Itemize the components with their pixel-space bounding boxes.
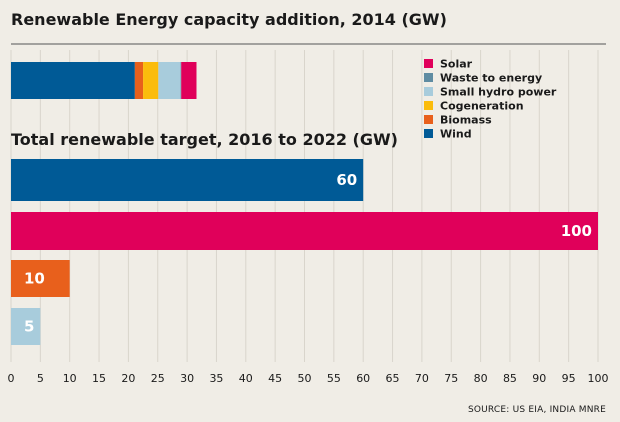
x-tick-90: 90: [532, 372, 546, 385]
stacked-bar-2014: [11, 62, 197, 99]
legend-label-biomass: Biomass: [440, 114, 492, 127]
legend-swatch-wind: [424, 129, 433, 138]
x-tick-30: 30: [180, 372, 194, 385]
legend-label-waste-to-energy: Waste to energy: [440, 72, 542, 85]
stack-segment-cogeneration: [143, 62, 159, 99]
legend-swatch-cogeneration: [424, 101, 433, 110]
x-tick-35: 35: [209, 372, 223, 385]
legend-swatch-waste-to-energy: [424, 73, 433, 82]
x-tick-45: 45: [268, 372, 282, 385]
x-tick-80: 80: [474, 372, 488, 385]
target-bars: 60 100 10 5: [11, 159, 598, 345]
x-tick-20: 20: [121, 372, 135, 385]
stack-segment-solar: [181, 62, 197, 99]
data-label-small-hydro-power: 5: [24, 318, 34, 336]
chart-title-2014: Renewable Energy capacity addition, 2014…: [11, 10, 447, 29]
bar-wind: [11, 159, 364, 201]
gridlines: [10, 50, 599, 362]
x-axis-ticks: 0 5 10 15 20 25 30 35 40 45 50 55 60 65 70 75 80 85 90 95 10…: [8, 372, 609, 385]
stack-segment-small-hydro-power: [158, 62, 181, 99]
legend-swatch-solar: [424, 59, 433, 68]
x-tick-100: 100: [588, 372, 609, 385]
x-tick-55: 55: [327, 372, 341, 385]
stack-segment-wind: [11, 62, 135, 99]
stack-segment-waste-to-energy: [180, 62, 182, 99]
legend-label-cogeneration: Cogeneration: [440, 100, 524, 113]
legend-swatch-biomass: [424, 115, 433, 124]
x-tick-70: 70: [415, 372, 429, 385]
chart-title-target: Total renewable target, 2016 to 2022 (GW…: [11, 130, 398, 149]
bar-biomass: [11, 260, 70, 297]
legend-label-solar: Solar: [440, 58, 473, 71]
legend-swatch-small-hydro-power: [424, 87, 433, 96]
bar-small-hydro-power: [11, 308, 41, 345]
data-label-solar: 100: [561, 222, 592, 240]
bar-solar: [11, 212, 598, 250]
x-tick-40: 40: [239, 372, 253, 385]
x-tick-15: 15: [92, 372, 106, 385]
x-tick-5: 5: [37, 372, 44, 385]
stack-segment-biomass: [134, 62, 144, 99]
source-note: SOURCE: US EIA, INDIA MNRE: [468, 405, 606, 415]
legend-label-small-hydro-power: Small hydro power: [440, 86, 557, 99]
data-label-wind: 60: [336, 171, 357, 189]
x-tick-65: 65: [386, 372, 400, 385]
x-tick-85: 85: [503, 372, 517, 385]
x-tick-0: 0: [8, 372, 15, 385]
x-tick-95: 95: [562, 372, 576, 385]
x-tick-25: 25: [151, 372, 165, 385]
x-tick-60: 60: [356, 372, 370, 385]
data-label-biomass: 10: [24, 270, 45, 288]
legend-label-wind: Wind: [440, 128, 472, 141]
x-tick-10: 10: [63, 372, 77, 385]
x-tick-50: 50: [298, 372, 312, 385]
x-tick-75: 75: [444, 372, 458, 385]
